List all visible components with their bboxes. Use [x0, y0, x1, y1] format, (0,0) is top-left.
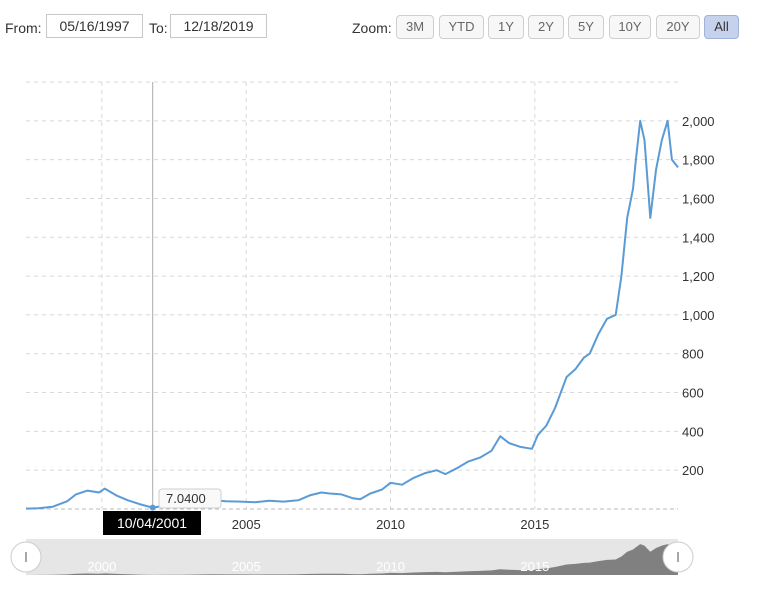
- tooltip-value-text: 7.0400: [166, 491, 206, 506]
- zoom-ytd-button[interactable]: YTD: [439, 15, 484, 39]
- zoom-20y-button[interactable]: 20Y: [656, 15, 700, 39]
- tooltip-date: 10/04/2001: [103, 511, 201, 535]
- tooltip-value: 7.0400: [158, 488, 222, 509]
- x-tick-label: 2005: [232, 517, 261, 532]
- to-label: To:: [149, 20, 168, 36]
- y-tick-label: 1,400: [682, 230, 715, 245]
- zoom-10y-button[interactable]: 10Y: [609, 15, 651, 39]
- y-tick-label: 2,000: [682, 114, 715, 129]
- navigator-tick-label: 2005: [232, 559, 261, 574]
- navigator-right-handle[interactable]: [662, 541, 694, 573]
- from-label: From:: [5, 20, 42, 36]
- y-tick-label: 200: [682, 463, 704, 478]
- y-tick-label: 1,000: [682, 308, 715, 323]
- navigator-left-handle[interactable]: [10, 541, 42, 573]
- y-tick-label: 600: [682, 386, 704, 401]
- tooltip-date-text: 10/04/2001: [117, 515, 187, 531]
- navigator-tick-label: 2015: [520, 559, 549, 574]
- x-tick-label: 2010: [376, 517, 405, 532]
- x-axis: 2005 2010 2015: [232, 517, 550, 532]
- x-tick-label: 2015: [520, 517, 549, 532]
- zoom-3m-button[interactable]: 3M: [396, 15, 434, 39]
- y-tick-label: 1,600: [682, 191, 715, 206]
- tooltip-date-box: [103, 511, 201, 535]
- tooltip-box: [158, 488, 222, 509]
- navigator[interactable]: 2000 2005 2010 2015: [10, 539, 694, 575]
- y-tick-label: 800: [682, 347, 704, 362]
- navigator-tick-label: 2010: [376, 559, 405, 574]
- y-axis: 200 400 600 800 1,000 1,200 1,400 1,600 1,800 2,0…: [682, 114, 715, 478]
- range-selector: From: 05/16/1997 To: 12/18/2019 Zoom: 3M…: [0, 0, 768, 45]
- grid: [26, 81, 678, 510]
- y-tick-label: 1,800: [682, 153, 715, 168]
- from-date-input[interactable]: 05/16/1997: [46, 14, 143, 38]
- hover-point: [149, 504, 156, 511]
- zoom-all-button[interactable]: All: [704, 15, 739, 39]
- zoom-5y-button[interactable]: 5Y: [568, 15, 604, 39]
- zoom-1y-button[interactable]: 1Y: [488, 15, 524, 39]
- y-tick-label: 400: [682, 424, 704, 439]
- zoom-2y-button[interactable]: 2Y: [528, 15, 564, 39]
- y-tick-label: 1,200: [682, 269, 715, 284]
- navigator-tick-label: 2000: [87, 559, 116, 574]
- to-date-input[interactable]: 12/18/2019: [170, 14, 267, 38]
- navigator-series: [26, 544, 678, 575]
- navigator-x-axis: 2000 2005 2010 2015: [87, 559, 549, 574]
- zoom-label: Zoom:: [352, 20, 392, 36]
